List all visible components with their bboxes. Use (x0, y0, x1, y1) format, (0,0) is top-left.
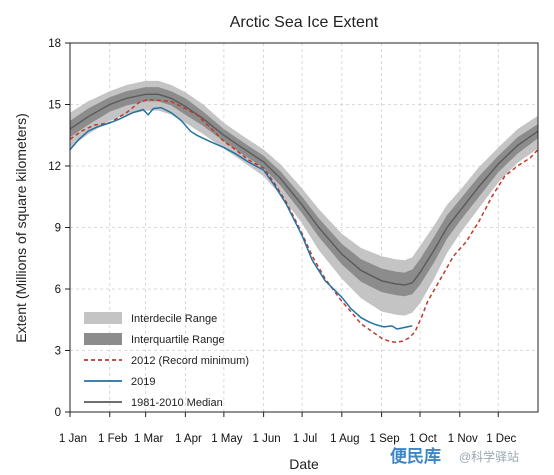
x-tick-label: 1 Aug (330, 433, 359, 445)
y-tick-label: 0 (55, 407, 61, 419)
x-tick-label: 1 Dec (486, 433, 516, 445)
series-line-2019 (69, 106, 413, 330)
x-tick-label: 1 Apr (175, 433, 202, 445)
legend-label: Interquartile Range (131, 334, 225, 346)
x-tick-label: 1 Jul (293, 433, 317, 445)
legend-swatch (84, 333, 122, 345)
y-tick-label: 3 (55, 346, 61, 358)
x-tick-label: 1 Sep (370, 433, 400, 445)
x-tick-label: 1 Mar (134, 433, 164, 445)
x-tick-label: 1 May (211, 433, 243, 445)
watermark: 便民库 @科学驿站 (390, 446, 519, 466)
legend-label: 2012 (Record minimum) (131, 355, 249, 367)
interquartile-band (70, 87, 538, 297)
watermark-text: @科学驿站 (459, 449, 519, 464)
x-tick-label: 1 Oct (409, 433, 437, 445)
legend-label: 2019 (131, 376, 155, 388)
x-tick-label: 1 Jan (59, 433, 87, 445)
x-axis-label: Date (289, 456, 319, 472)
watermark-logo: 便民库 (390, 446, 441, 466)
x-tick-label: 1 Nov (448, 433, 478, 445)
plot-area: 0 3 6 9 12 15 18 1 Jan 1 Feb 1 Mar 1 Apr 1 May 1 Jun… (48, 38, 539, 445)
median-line (69, 93, 539, 286)
chart-title: Arctic Sea Ice Extent (230, 14, 379, 31)
y-axis-label: Extent (Millions of square kilometers) (13, 113, 29, 343)
y-tick-label: 12 (48, 161, 61, 173)
x-tick-label: 1 Jun (253, 433, 281, 445)
legend-label: 1981-2010 Median (131, 397, 223, 409)
y-tick-label: 9 (55, 223, 61, 235)
y-tick-label: 15 (48, 100, 61, 112)
x-tick-label: 1 Feb (98, 433, 127, 445)
legend-swatch (84, 312, 122, 324)
interdecile-band (70, 80, 538, 316)
series-line-2012 (69, 98, 539, 344)
y-tick-label: 18 (48, 38, 61, 50)
y-tick-label: 6 (55, 284, 61, 296)
legend: Interdecile Range Interquartile Range 2012… (84, 312, 249, 409)
legend-label: Interdecile Range (131, 313, 217, 325)
